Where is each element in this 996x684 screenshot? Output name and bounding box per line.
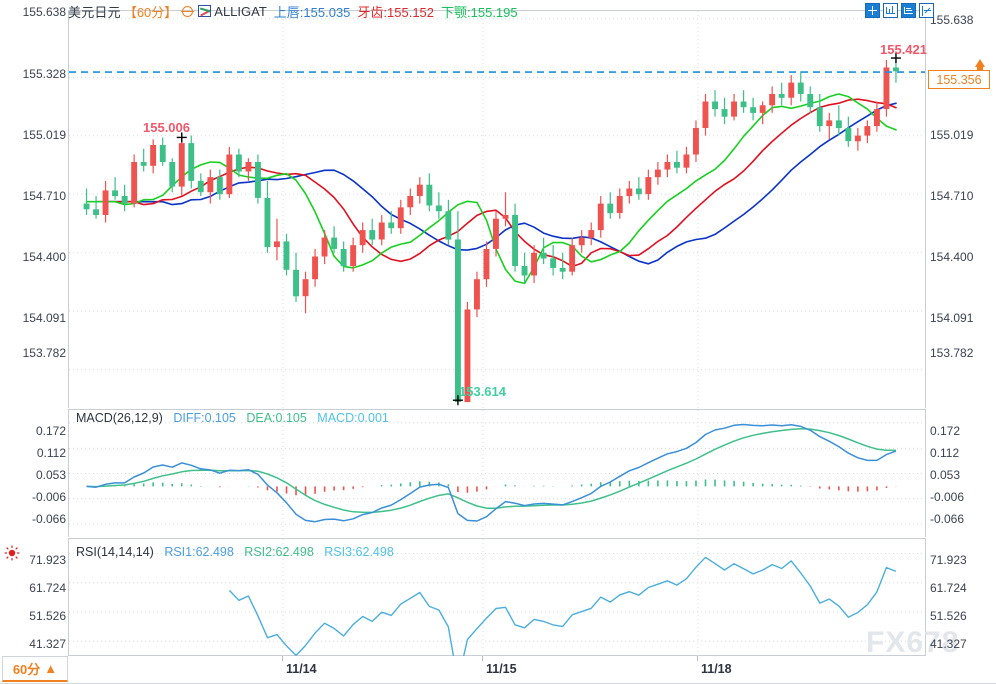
macd-diff-value: DIFF:0.105	[173, 411, 236, 425]
high-price-annotation: 155.421	[880, 42, 927, 57]
macd-axis-label: -0.066	[31, 512, 66, 526]
macd-title-row: MACD(26,12,9) DIFF:0.105 DEA:0.105 MACD:…	[76, 412, 389, 425]
period-tab-arrow-icon: ▲	[44, 661, 58, 676]
indicator-name-label: ALLIGAT	[214, 3, 267, 19]
rsi-title: RSI(14,14,14)	[76, 545, 154, 559]
rsi3-value: RSI3:62.498	[324, 545, 394, 559]
symbol-label: 美元日元	[68, 4, 121, 20]
chart-footer: 60分 ▲ 11/14 11/15 11/18	[0, 656, 996, 684]
alligator-jaw-value: 下颚:155.195	[441, 4, 518, 20]
macd-axis-label: 0.053	[35, 468, 66, 482]
macd-axis-label: -0.006	[930, 490, 965, 504]
left-axis: 155.638 155.328 155.019 154.710 154.400 …	[0, 0, 66, 684]
price-axis-label: 155.019	[930, 128, 974, 142]
macd-plot	[69, 410, 925, 537]
rsi-axis-label: 41.327	[29, 637, 66, 651]
macd-macd-value: MACD:0.001	[317, 411, 389, 425]
right-axis: 155.638 155.019 154.710 154.400 154.091 …	[930, 0, 996, 684]
period-tab-label: 60分	[12, 662, 41, 677]
low-price-annotation: 153.614	[459, 384, 506, 399]
chart-header: 美元日元 【60分】 ALLIGAT 上唇:155.035 牙齿:155.152…	[0, 0, 996, 22]
macd-dea-value: DEA:0.105	[246, 411, 307, 425]
alligator-lip-value: 上唇:155.035	[273, 4, 351, 20]
macd-title: MACD(26,12,9)	[76, 411, 163, 425]
rsi-axis-label: 71.923	[29, 553, 66, 567]
candlestick-plot	[69, 11, 925, 408]
rsi-plot	[69, 539, 925, 656]
macd-axis-label: -0.066	[930, 512, 965, 526]
chart-shift-right-icon[interactable]	[919, 3, 934, 18]
price-axis-label: 154.400	[22, 250, 66, 264]
rsi-axis-label: 61.724	[930, 581, 967, 595]
rsi-axis-label: 61.724	[29, 581, 66, 595]
macd-axis-label: 0.172	[930, 424, 961, 438]
chart-toolbar	[865, 3, 934, 18]
period-tab-60min[interactable]: 60分 ▲	[2, 656, 68, 682]
chart-indicator-icon[interactable]	[198, 5, 212, 17]
rsi-axis-label: 51.526	[930, 609, 967, 623]
rsi2-value: RSI2:62.498	[244, 545, 314, 559]
macd-panel[interactable]	[68, 409, 926, 537]
last-price-tag: 155.356	[928, 70, 990, 89]
price-axis-label: 155.019	[22, 128, 66, 142]
rsi-sun-icon[interactable]	[4, 545, 20, 561]
time-axis-label: 11/14	[286, 662, 317, 676]
rsi1-value: RSI1:62.498	[164, 545, 234, 559]
price-axis-label: 155.328	[22, 67, 66, 81]
price-axis-label: 154.400	[930, 250, 974, 264]
price-axis-label: 154.710	[22, 189, 66, 203]
price-axis-label: 154.091	[22, 311, 66, 325]
macd-axis-label: 0.172	[35, 424, 66, 438]
mid-price-annotation: 155.006	[143, 120, 190, 135]
time-tick	[482, 656, 483, 661]
period-label: 【60分】	[123, 4, 178, 20]
time-tick	[282, 656, 283, 661]
time-axis-label: 11/18	[701, 662, 732, 676]
rsi-axis-label: 71.923	[930, 553, 967, 567]
crosshair-circle-icon[interactable]	[181, 5, 195, 17]
time-axis-label: 11/15	[486, 662, 517, 676]
last-price-arrow-icon	[975, 59, 985, 70]
rsi-axis-label: 51.526	[29, 609, 66, 623]
rsi-axis-label: 41.327	[930, 637, 967, 651]
crosshair-move-icon[interactable]	[865, 3, 880, 18]
macd-axis-label: -0.006	[31, 490, 66, 504]
macd-axis-label: 0.053	[930, 468, 961, 482]
price-axis-label: 153.782	[22, 346, 66, 360]
price-axis-label: 154.710	[930, 189, 974, 203]
price-chart-panel[interactable]	[68, 10, 926, 408]
price-axis-label: 153.782	[930, 346, 974, 360]
time-tick	[697, 656, 698, 661]
price-axis-label: 155.638	[22, 5, 66, 19]
rsi-title-row: RSI(14,14,14) RSI1:62.498 RSI2:62.498 RS…	[76, 546, 394, 559]
macd-axis-label: 0.112	[930, 446, 960, 460]
price-axis-label: 154.091	[930, 311, 974, 325]
macd-axis-label: 0.112	[36, 446, 66, 460]
rsi-panel[interactable]	[68, 538, 926, 656]
chart-scale-icon[interactable]	[883, 3, 898, 18]
alligator-teeth-value: 牙齿:155.152	[357, 4, 435, 20]
price-axis-label: 155.638	[930, 13, 974, 27]
chart-zoom-icon[interactable]	[901, 3, 916, 18]
